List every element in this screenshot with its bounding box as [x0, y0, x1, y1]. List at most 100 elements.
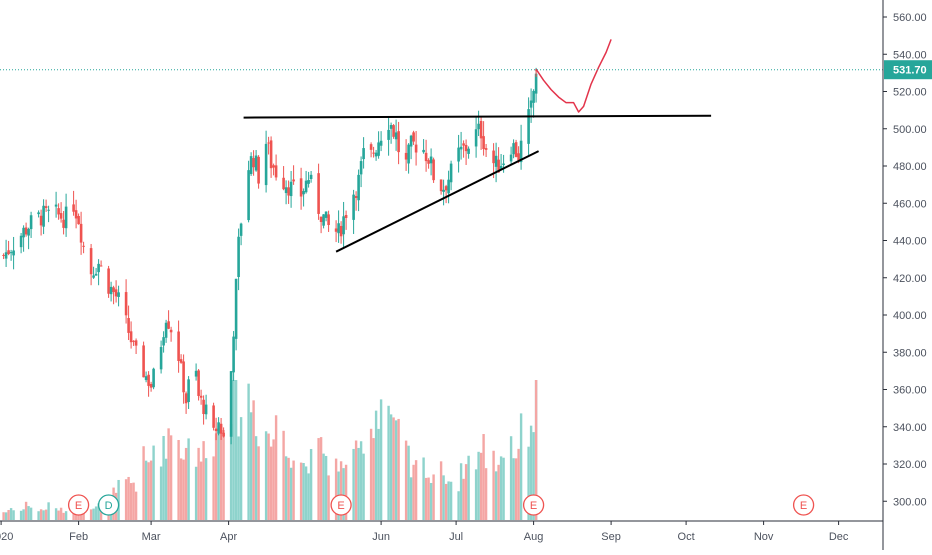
- candle-body: [169, 329, 173, 333]
- volume-bar: [344, 464, 348, 520]
- volume-bar: [184, 447, 188, 520]
- x-tick-label: Mar: [142, 531, 161, 543]
- candle-body: [187, 379, 190, 403]
- earnings-marker[interactable]: [522, 494, 545, 516]
- volume-bar: [232, 380, 235, 520]
- volume-bar: [29, 507, 33, 520]
- volume-bar: [372, 438, 375, 520]
- volume-bar: [97, 503, 100, 520]
- volume-bar: [394, 420, 398, 520]
- volume-bar: [532, 432, 535, 520]
- candle-body: [369, 144, 373, 150]
- candle-body: [54, 204, 58, 207]
- volume-bar: [427, 477, 430, 520]
- volume-bar: [62, 512, 65, 520]
- y-tick-label: 500.00: [893, 124, 927, 136]
- resistance-trendline[interactable]: [243, 114, 712, 119]
- dividend-marker[interactable]: [97, 494, 120, 516]
- volume-bar: [447, 481, 450, 520]
- candle-body: [232, 336, 235, 373]
- candle-body: [459, 146, 463, 150]
- candle-body: [362, 148, 365, 160]
- volume-bar: [392, 417, 395, 520]
- last-price-value: 531.70: [893, 65, 927, 77]
- earnings-marker[interactable]: [67, 494, 90, 516]
- candle-body: [29, 215, 33, 230]
- volume-bar: [169, 435, 173, 520]
- candle-body: [527, 109, 530, 144]
- volume-bar: [252, 400, 255, 520]
- volume-bar: [202, 441, 205, 520]
- volume-bar: [509, 436, 513, 520]
- volume-bar: [257, 446, 260, 520]
- candle-body: [37, 212, 40, 215]
- price-axis[interactable]: 300.00 320.00 340.00 360.00 380.00 400.00 420.…: [883, 12, 927, 508]
- volume-bar: [517, 448, 520, 520]
- volume-bar: [467, 455, 470, 520]
- volume-bar: [464, 464, 468, 520]
- support-trendline[interactable]: [335, 150, 540, 253]
- candle-body: [117, 292, 120, 297]
- candle-body: [184, 393, 188, 404]
- candle-body: [82, 245, 85, 247]
- candle-body: [62, 219, 65, 228]
- candle-body: [304, 180, 308, 193]
- volume-bar: [339, 461, 343, 520]
- x-tick-label: Dec: [829, 531, 849, 543]
- candle-body: [324, 211, 328, 218]
- volume-bar: [352, 448, 355, 520]
- volume-bar: [212, 456, 215, 520]
- marker-letter: E: [800, 500, 807, 512]
- candle-body: [309, 174, 313, 180]
- candle-body: [134, 340, 138, 346]
- candle-body: [509, 154, 513, 162]
- earnings-marker[interactable]: [330, 494, 352, 516]
- volume-bar: [444, 483, 448, 520]
- volume-bar: [527, 446, 530, 520]
- volume-bar: [357, 447, 360, 520]
- volume-bar: [7, 510, 10, 520]
- volume-bar: [217, 425, 220, 520]
- candle-body: [204, 404, 208, 415]
- candle-body: [389, 124, 393, 129]
- candle-body: [269, 140, 273, 169]
- earnings-marker[interactable]: [792, 494, 815, 516]
- candle-body: [212, 405, 215, 428]
- candle-body: [129, 331, 133, 343]
- volume-bar: [529, 425, 533, 520]
- volume-bar: [307, 473, 310, 520]
- candle-body: [534, 73, 538, 94]
- volume-bar: [282, 430, 285, 520]
- drawings-layer[interactable]: [0, 39, 883, 253]
- candle-body: [12, 250, 15, 256]
- volume-bar: [129, 483, 133, 520]
- candle-body: [444, 186, 448, 191]
- projection-path[interactable]: [535, 39, 612, 113]
- candle-body: [344, 215, 348, 218]
- candle-body: [372, 152, 375, 154]
- candle-body: [149, 383, 153, 388]
- volume-bar: [289, 467, 293, 520]
- volume-bar: [204, 458, 208, 520]
- time-axis[interactable]: 2020 Feb Mar Apr Jun Jul Aug Sep Oct Nov Dec: [0, 521, 849, 543]
- candle-body: [159, 347, 163, 370]
- candle-body: [289, 181, 293, 197]
- volume-bar: [429, 482, 433, 520]
- y-tick-label: 380.00: [893, 347, 927, 359]
- volume-bars: [2, 380, 538, 520]
- candle-body: [167, 321, 170, 329]
- volume-bar: [117, 479, 120, 520]
- volume-bar: [287, 457, 290, 520]
- candle-body: [4, 252, 8, 259]
- candle-body: [19, 235, 23, 248]
- volume-bar: [54, 508, 58, 520]
- candle-body: [334, 228, 338, 232]
- volume-bar: [514, 458, 518, 520]
- volume-bar: [254, 436, 258, 520]
- candle-body: [284, 187, 288, 194]
- candle-body: [39, 215, 43, 226]
- volume-bar: [187, 438, 190, 520]
